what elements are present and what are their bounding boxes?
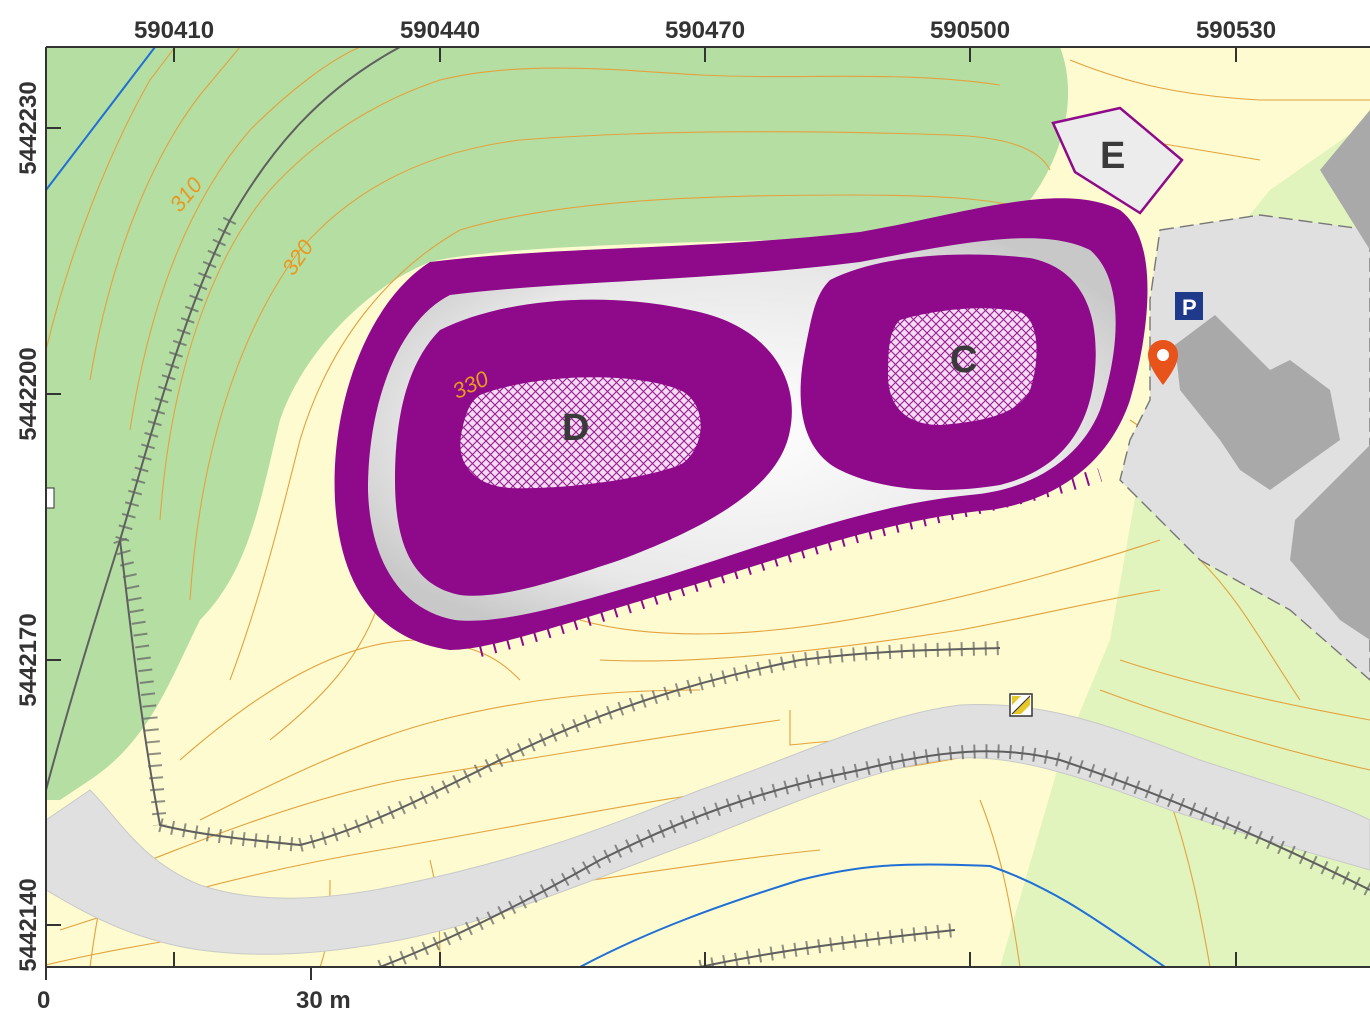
site-c-core (888, 308, 1037, 425)
y-tick-label: 5442200 (15, 347, 42, 440)
scale-end-label: 30 m (296, 987, 351, 1013)
embankment-lines (46, 47, 1370, 967)
y-tick-label: 5442170 (15, 613, 42, 706)
building-3 (1320, 110, 1370, 250)
road-main (46, 703, 1370, 955)
site-d-core (460, 377, 701, 489)
site-label-e: E (1100, 135, 1125, 177)
x-tick-label: 590410 (134, 17, 214, 44)
x-tick-label: 590440 (400, 17, 480, 44)
site-hachures (478, 468, 1103, 657)
y-tick-label: 5442230 (15, 81, 42, 174)
y-tick-marks (46, 127, 61, 926)
x-tick-marks (173, 47, 1237, 967)
parking-label: P (1182, 295, 1197, 320)
site-label-c: C (950, 339, 977, 381)
forest-area (46, 47, 1069, 800)
site-label-d: D (562, 407, 589, 449)
site-e[interactable] (1051, 106, 1184, 215)
scale-start-label: 0 (37, 987, 50, 1013)
scale-bar: 0 30 m (37, 967, 351, 1013)
site-complex[interactable] (334, 106, 1184, 657)
x-tick-label: 590530 (1196, 17, 1276, 44)
building-1 (1175, 315, 1340, 490)
parking-icon[interactable]: P (1175, 292, 1203, 320)
signpost-icon[interactable] (1009, 693, 1033, 717)
stream-2 (579, 863, 1166, 967)
building-2 (1290, 445, 1370, 640)
marker-left-edge (46, 487, 55, 509)
x-tick-label: 590500 (930, 17, 1010, 44)
stream-1 (46, 47, 156, 191)
location-pin-icon[interactable] (1148, 340, 1178, 385)
x-tick-label: 590470 (665, 17, 745, 44)
y-tick-label: 5442140 (15, 878, 42, 971)
